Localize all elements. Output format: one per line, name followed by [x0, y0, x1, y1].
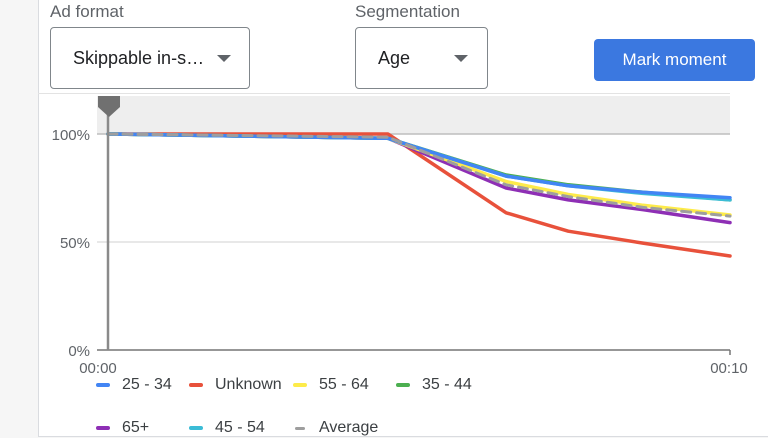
legend-label: 45 - 54: [215, 419, 265, 436]
legend-item[interactable]: 45 - 54: [189, 419, 265, 437]
legend-label: 65+: [122, 419, 150, 436]
chevron-down-icon: [217, 55, 231, 62]
legend-item[interactable]: 25 - 34: [96, 376, 172, 394]
mark-moment-button[interactable]: Mark moment: [594, 39, 755, 81]
ad-format-select[interactable]: Skippable in-s…: [50, 27, 250, 89]
series-line: [106, 132, 732, 218]
legend-swatch-icon: [96, 383, 110, 387]
legend-item[interactable]: 35 - 44: [396, 376, 472, 394]
x-tick-label: 00:10: [710, 360, 748, 377]
legend-item[interactable]: Unknown: [189, 376, 282, 394]
y-tick-label: 100%: [52, 127, 90, 144]
legend-label: Unknown: [215, 376, 282, 393]
legend-swatch-icon: [295, 426, 305, 430]
legend-label: Average: [319, 419, 379, 436]
playhead-marker[interactable]: [98, 96, 120, 350]
legend-swatch-icon: [293, 383, 307, 387]
legend-item[interactable]: Average: [293, 419, 378, 437]
y-tick-label: 0%: [68, 343, 90, 360]
legend-swatch-icon: [96, 426, 110, 430]
legend-label: 55 - 64: [319, 376, 369, 393]
legend-swatch-icon: [189, 426, 203, 430]
segmentation-select[interactable]: Age: [355, 27, 488, 89]
playhead-handle-icon[interactable]: [98, 96, 120, 117]
chart-top-band: [97, 96, 730, 134]
segmentation-value: Age: [378, 47, 411, 68]
series-line: [106, 132, 732, 258]
legend-label: 35 - 44: [422, 376, 472, 393]
axis-ticks: 100% 50% 0%00:00 00:10: [52, 127, 748, 377]
divider: [38, 93, 730, 94]
ad-format-label: Ad format: [50, 2, 124, 21]
x-tick-label: 00:00: [79, 360, 117, 377]
legend-label: 25 - 34: [122, 376, 172, 393]
gridlines: [97, 133, 731, 355]
series-lines: [106, 132, 732, 258]
segmentation-label: Segmentation: [355, 2, 460, 21]
series-line: [106, 132, 732, 200]
legend-item[interactable]: 55 - 64: [293, 376, 369, 394]
legend-swatch-icon: [189, 383, 203, 387]
ad-format-value: Skippable in-s…: [73, 47, 205, 68]
y-tick-label: 50%: [60, 235, 90, 252]
legend-swatch-icon: [396, 383, 410, 387]
legend-item[interactable]: 65+: [96, 419, 149, 437]
chevron-down-icon: [454, 55, 468, 62]
